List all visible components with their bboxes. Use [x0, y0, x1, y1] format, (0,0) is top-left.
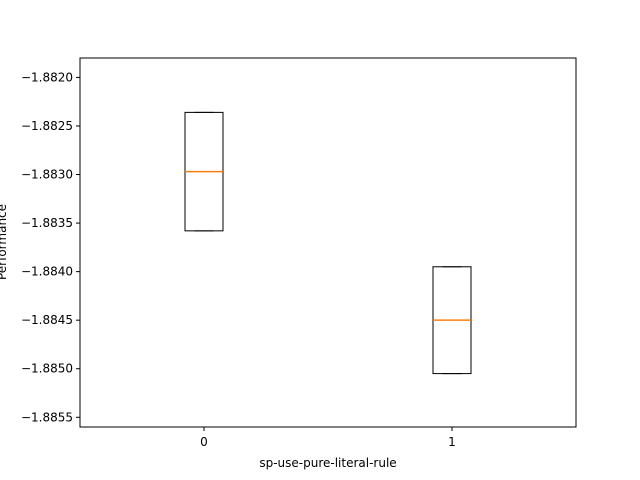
y-tick-label: −1.8825 — [21, 119, 73, 133]
y-tick-label: −1.8820 — [21, 70, 73, 84]
box-1 — [432, 266, 472, 375]
axes-frame — [79, 57, 577, 428]
x-axis-label: sp-use-pure-literal-rule — [259, 456, 396, 470]
y-tick-label: −1.8835 — [21, 216, 73, 230]
box-0 — [184, 111, 224, 232]
y-tick-label: −1.8830 — [21, 168, 73, 182]
y-tick-label: −1.8845 — [21, 313, 73, 327]
y-tick-label: −1.8850 — [21, 362, 73, 376]
x-tick-label: 0 — [200, 435, 208, 449]
y-tick-label: −1.8840 — [21, 265, 73, 279]
plot-area — [184, 111, 472, 375]
x-tick-label: 1 — [448, 435, 456, 449]
y-axis: −1.8855 −1.8850 −1.8845 −1.8840 −1.8835 −1.88… — [21, 70, 80, 424]
y-tick-label: −1.8855 — [21, 410, 73, 424]
y-axis-label: Performance — [0, 204, 9, 280]
